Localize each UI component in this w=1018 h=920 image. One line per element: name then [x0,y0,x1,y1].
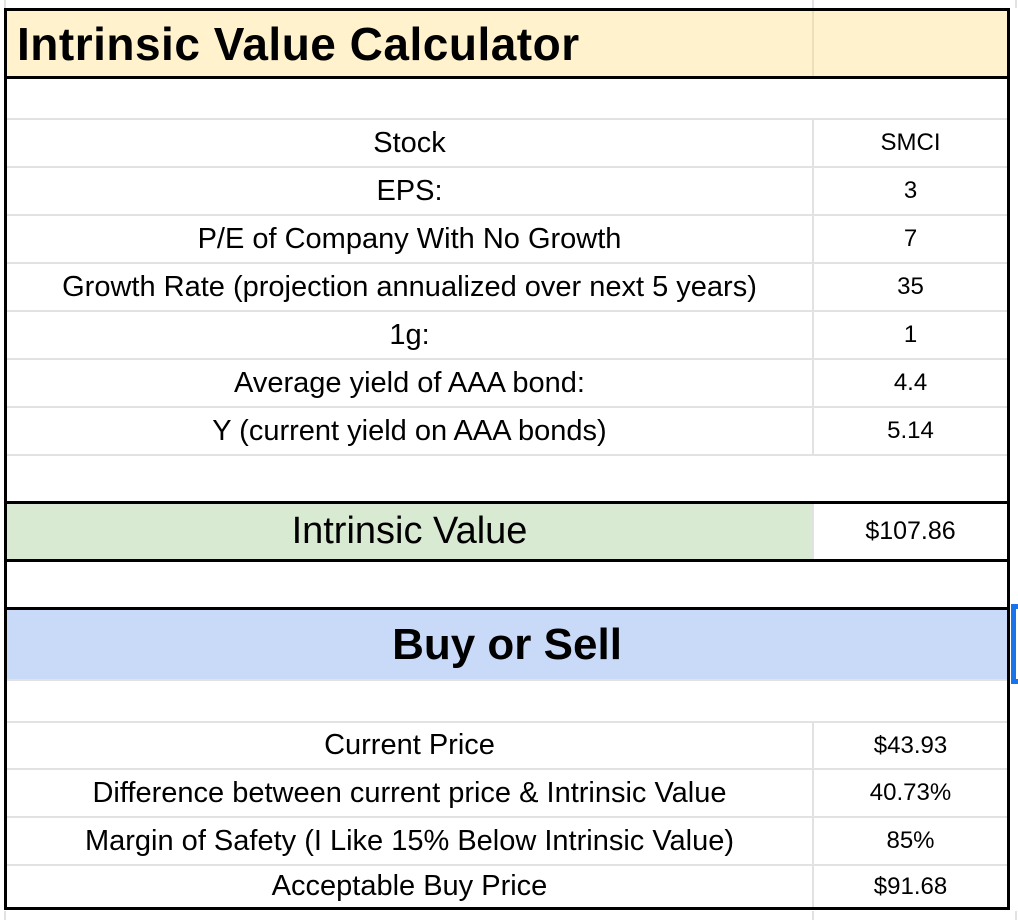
cell-avg-yield-value[interactable]: 4.4 [812,360,1007,406]
cell-difference-label[interactable]: Difference between current price & Intri… [92,776,727,809]
gridline-tick [1015,0,1017,8]
table-row-growth-rate: Growth Rate (projection annualized over … [7,264,1007,312]
cell-stock-value[interactable]: SMCI [812,120,1007,166]
cell-acceptable-buy-price-label[interactable]: Acceptable Buy Price [271,870,548,902]
cell-current-yield-value[interactable]: 5.14 [812,408,1007,454]
gridline-tick [812,0,814,8]
cell-eps-value[interactable]: 3 [812,168,1007,214]
cell-1g-value[interactable]: 1 [812,312,1007,358]
table-row-stock: Stock SMCI [7,120,1007,168]
cell-pe-value[interactable]: 7 [812,216,1007,262]
gridline-tick [812,911,814,920]
cell-stock-label[interactable]: Stock [373,126,446,159]
empty-row[interactable] [7,79,1007,120]
cell-current-yield-label[interactable]: Y (current yield on AAA bonds) [212,414,607,447]
page-title[interactable]: Intrinsic Value Calculator [17,17,580,70]
intrinsic-value-row: Intrinsic Value $107.86 [7,501,1007,562]
empty-row[interactable] [7,456,1007,501]
cell-selection-bracket [1011,604,1018,684]
table-row-acceptable-buy-price: Acceptable Buy Price $91.68 [7,866,1007,907]
cell-eps-label[interactable]: EPS: [376,174,443,207]
table-row-margin-of-safety: Margin of Safety (I Like 15% Below Intri… [7,818,1007,866]
cell-current-price-label[interactable]: Current Price [324,729,495,761]
cell-intrinsic-value-result[interactable]: $107.86 [812,504,1007,559]
table-row-eps: EPS: 3 [7,168,1007,216]
cell-margin-of-safety-value[interactable]: 85% [812,818,1007,864]
cell-difference-value[interactable]: 40.73% [812,770,1007,816]
cell-current-price-value[interactable]: $43.93 [812,723,1007,768]
cell-acceptable-buy-price-value[interactable]: $91.68 [812,866,1007,907]
table-row-difference: Difference between current price & Intri… [7,770,1007,818]
gridline-tick [1015,911,1017,920]
gridline-tick [4,0,6,8]
cell-intrinsic-value-label[interactable]: Intrinsic Value [7,504,812,559]
empty-row[interactable] [7,562,1007,607]
cell-avg-yield-label[interactable]: Average yield of AAA bond: [234,366,585,399]
table-row-avg-yield: Average yield of AAA bond: 4.4 [7,360,1007,408]
cell-margin-of-safety-label[interactable]: Margin of Safety (I Like 15% Below Intri… [84,824,735,857]
buy-or-sell-header[interactable]: Buy or Sell [7,607,1007,681]
table-row-pe: P/E of Company With No Growth 7 [7,216,1007,264]
title-row: Intrinsic Value Calculator [7,11,1007,79]
gridline-tick [4,911,6,920]
cell-title-value[interactable] [812,11,1007,76]
table-row-current-yield: Y (current yield on AAA bonds) 5.14 [7,408,1007,456]
cell-pe-label[interactable]: P/E of Company With No Growth [197,222,622,255]
cell-growth-rate-label[interactable]: Growth Rate (projection annualized over … [62,270,757,303]
cell-1g-label[interactable]: 1g: [389,318,430,351]
empty-row[interactable] [7,681,1007,723]
calculator-table: Intrinsic Value Calculator Stock SMCI EP… [4,8,1010,910]
table-row-1g: 1g: 1 [7,312,1007,360]
cell-growth-rate-value[interactable]: 35 [812,264,1007,310]
table-row-current-price: Current Price $43.93 [7,723,1007,770]
